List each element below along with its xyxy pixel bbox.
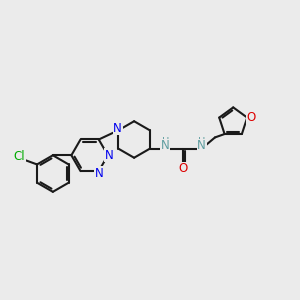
- Text: Cl: Cl: [14, 150, 25, 163]
- Text: O: O: [247, 111, 256, 124]
- Text: H: H: [161, 137, 169, 147]
- Text: N: N: [105, 149, 114, 162]
- Text: N: N: [94, 167, 103, 180]
- Text: N: N: [197, 139, 206, 152]
- Text: H: H: [198, 137, 206, 147]
- Text: N: N: [161, 139, 170, 152]
- Text: N: N: [113, 122, 122, 134]
- Text: O: O: [179, 162, 188, 175]
